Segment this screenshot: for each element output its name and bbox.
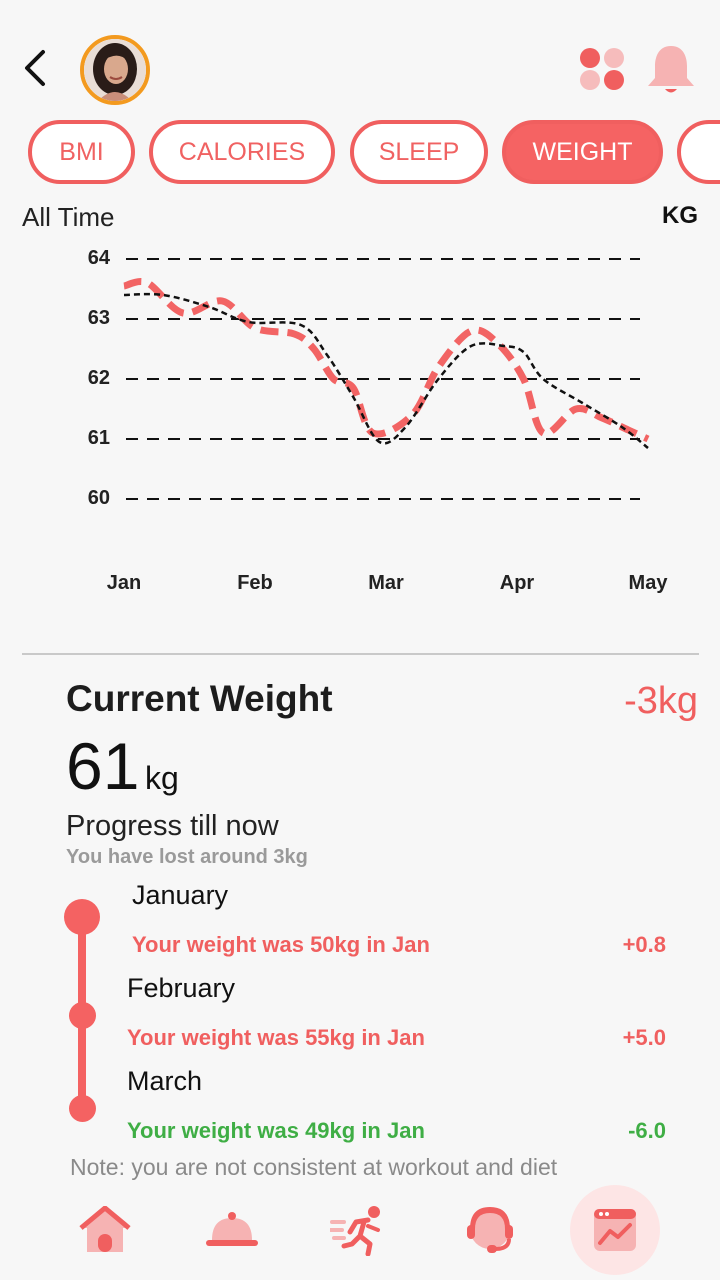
timeline-dot-february [69, 1002, 96, 1029]
timeline-month-march: March [127, 1066, 203, 1096]
home-icon [79, 1206, 131, 1252]
running-person-icon [330, 1206, 380, 1256]
x-tick-label: May [628, 572, 668, 594]
y-tick-label: 63 [87, 307, 110, 329]
timeline-month-january: January [132, 880, 229, 910]
y-tick-label: 62 [87, 367, 110, 389]
chart-unit-label: KG [662, 202, 698, 229]
progress-title: Progress till now [66, 810, 279, 842]
avatar-portrait-icon [84, 39, 146, 101]
bottom-navigation [0, 1185, 720, 1280]
timeline-delta-march: -6.0 [628, 1118, 666, 1143]
nav-home[interactable] [60, 1185, 150, 1275]
bell-icon [648, 46, 694, 93]
x-tick-label: Feb [237, 572, 273, 594]
tab-sleep[interactable]: SLEEP [350, 120, 488, 184]
consistency-note: Note: you are not consistent at workout … [70, 1154, 558, 1180]
food-cloche-icon [206, 1212, 258, 1246]
nav-progress[interactable] [570, 1185, 660, 1275]
tab-bmi[interactable]: BMI [28, 120, 135, 184]
timeline-entry-march: Your weight was 49kg in Jan [127, 1118, 425, 1143]
chevron-left-icon [25, 50, 45, 86]
trend-chart-icon [594, 1209, 636, 1251]
nav-food[interactable] [187, 1185, 277, 1275]
grid-dots-icon [580, 48, 624, 90]
timeline-entry-january: Your weight was 50kg in Jan [132, 932, 430, 957]
weight-chart-plot [123, 258, 650, 500]
tab-weight[interactable]: WEIGHT [502, 120, 663, 184]
weight-change-value: -3kg [624, 680, 698, 722]
timeline-delta-january: +0.8 [622, 932, 666, 957]
nav-workout[interactable] [313, 1185, 403, 1275]
tab-calories[interactable]: CALORIES [149, 120, 335, 184]
x-tick-label: Apr [499, 572, 535, 594]
current-weight-unit: kg [145, 760, 179, 796]
tab-more[interactable] [677, 120, 720, 184]
current-weight-value: 61 [66, 729, 140, 803]
y-tick-label: 60 [87, 487, 110, 509]
y-tick-label: 61 [87, 427, 110, 449]
top-bar [0, 0, 720, 112]
support-agent-icon [467, 1207, 513, 1253]
timeline-dot-march [69, 1095, 96, 1122]
back-button[interactable] [14, 46, 54, 90]
current-weight-title: Current Weight [66, 678, 333, 719]
metric-tabs: BMI CALORIES SLEEP WEIGHT [0, 118, 720, 186]
notifications-button[interactable] [644, 44, 698, 96]
chart-range-label[interactable]: All Time [22, 202, 115, 232]
progress-subtitle: You have lost around 3kg [66, 846, 308, 868]
x-tick-label: Jan [106, 572, 142, 594]
menu-grid-button[interactable] [578, 46, 628, 92]
x-tick-label: Mar [368, 572, 404, 594]
nav-support[interactable] [445, 1185, 535, 1275]
y-tick-label: 64 [87, 247, 110, 269]
weight-series-line-trend [123, 292, 649, 449]
timeline-entry-february: Your weight was 55kg in Jan [127, 1025, 425, 1050]
weight-chart: 64 63 62 61 60 Jan Feb Mar Apr May [0, 240, 720, 610]
weight-series-line-actual [123, 278, 650, 443]
timeline-delta-february: +5.0 [622, 1025, 666, 1050]
user-avatar[interactable] [80, 35, 150, 105]
timeline-month-february: February [127, 973, 236, 1003]
section-divider [22, 653, 699, 655]
timeline-dot-january [64, 899, 100, 935]
